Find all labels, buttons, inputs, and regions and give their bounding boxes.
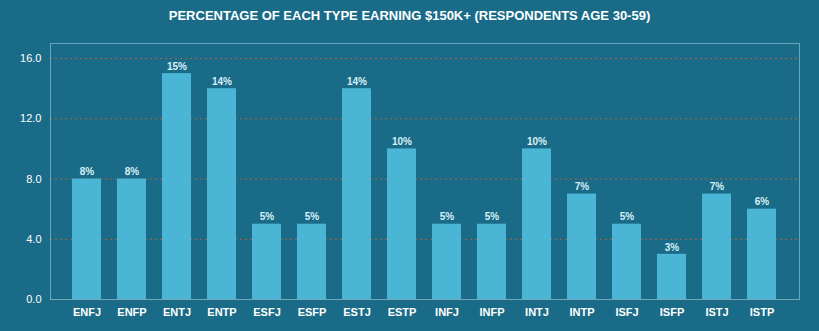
- svg-text:5%: 5%: [485, 211, 500, 222]
- svg-text:0.0: 0.0: [26, 293, 41, 305]
- svg-text:12.0: 12.0: [20, 112, 41, 124]
- svg-text:INFP: INFP: [479, 306, 504, 318]
- svg-text:5%: 5%: [440, 211, 455, 222]
- svg-text:14%: 14%: [212, 76, 232, 87]
- svg-text:8.0: 8.0: [26, 173, 41, 185]
- svg-text:5%: 5%: [620, 211, 635, 222]
- svg-text:ENTP: ENTP: [207, 306, 236, 318]
- html-text:PERCENTAGE OF EACH TYPE EARNIN: PERCENTAGE OF EACH TYPE EARNING $150K+ (…: [168, 8, 651, 23]
- svg-text:ENFJ: ENFJ: [73, 306, 101, 318]
- svg-text:10%: 10%: [527, 136, 547, 147]
- svg-text:16.0: 16.0: [20, 52, 41, 64]
- svg-text:8%: 8%: [125, 166, 140, 177]
- svg-text:INTP: INTP: [569, 306, 594, 318]
- svg-text:ESFJ: ESFJ: [253, 306, 281, 318]
- svg-text:ESFP: ESFP: [298, 306, 327, 318]
- svg-text:ISFJ: ISFJ: [615, 306, 638, 318]
- svg-text:14%: 14%: [347, 76, 367, 87]
- svg-text:7%: 7%: [575, 181, 590, 192]
- svg-text:8%: 8%: [80, 166, 95, 177]
- svg-text:ISTJ: ISTJ: [705, 306, 728, 318]
- svg-text:4.0: 4.0: [26, 233, 41, 245]
- svg-text:15%: 15%: [167, 61, 187, 72]
- svg-text:5%: 5%: [305, 211, 320, 222]
- svg-text:3%: 3%: [665, 242, 680, 253]
- svg-text:INFJ: INFJ: [435, 306, 459, 318]
- svg-text:10%: 10%: [392, 136, 412, 147]
- svg-text:ESTJ: ESTJ: [343, 306, 371, 318]
- svg-text:ISTP: ISTP: [750, 306, 774, 318]
- svg-text:ESTP: ESTP: [388, 306, 417, 318]
- svg-text:7%: 7%: [710, 181, 725, 192]
- svg-text:INTJ: INTJ: [525, 306, 549, 318]
- svg-text:ENTJ: ENTJ: [163, 306, 191, 318]
- svg-text:5%: 5%: [260, 211, 275, 222]
- svg-text:ENFP: ENFP: [117, 306, 146, 318]
- svg-text:6%: 6%: [755, 196, 770, 207]
- svg-text:ISFP: ISFP: [660, 306, 684, 318]
